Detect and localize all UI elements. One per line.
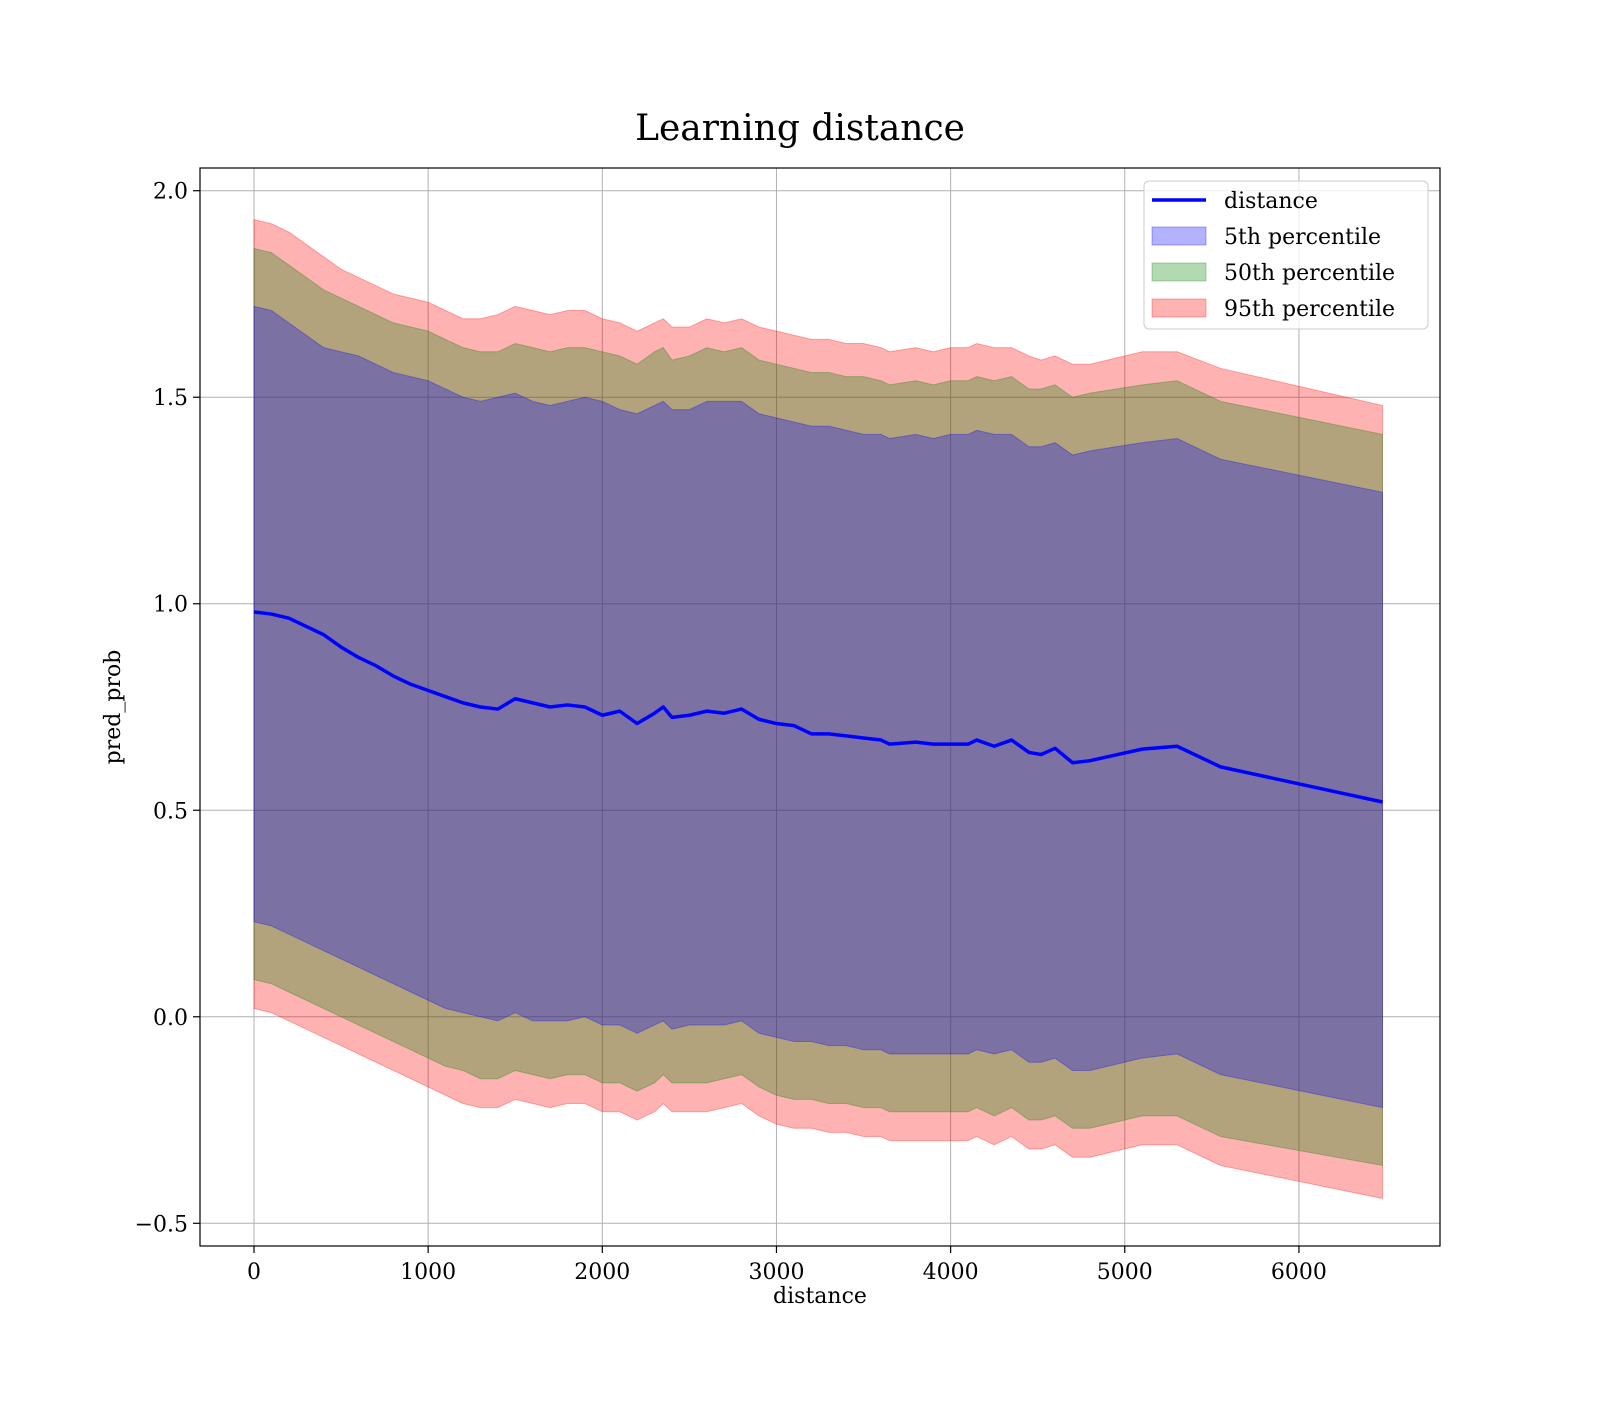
legend-label-5th-percentile: 5th percentile	[1224, 225, 1381, 250]
x-tick-label-5: 5000	[1097, 1260, 1153, 1285]
y-tick-label-0: −0.5	[135, 1212, 188, 1237]
legend-label-distance: distance	[1224, 189, 1318, 214]
band-95th-percentile	[253, 218, 1384, 1200]
x-tick-label-2: 2000	[574, 1260, 630, 1285]
legend-frame	[1143, 180, 1429, 330]
x-tick-label-6: 6000	[1271, 1260, 1327, 1285]
legend-swatch-95th-percentile	[1151, 298, 1207, 318]
plot-frame	[199, 167, 1441, 1247]
x-axis-label: distance	[773, 1284, 867, 1309]
y-axis-label: pred_prob	[101, 650, 126, 765]
legend-label-95th-percentile: 95th percentile	[1224, 297, 1395, 322]
legend-swatch-5th-percentile	[1151, 226, 1207, 246]
x-tick-label-3: 3000	[748, 1260, 804, 1285]
band-5th-percentile	[253, 305, 1384, 1109]
y-axis-ticks: −0.5 0.0 0.5 1.0 1.5 2.0	[135, 180, 200, 1237]
y-tick-label-3: 1.0	[153, 593, 188, 618]
percentile-bands	[253, 218, 1384, 1200]
series-line-distance	[253, 610, 1383, 804]
x-axis-ticks: 0 1000 2000 3000 4000 5000 6000	[247, 1246, 1327, 1285]
x-tick-label-1: 1000	[400, 1260, 456, 1285]
legend: distance 5th percentile 50th percentile …	[1143, 180, 1429, 330]
y-tick-label-5: 2.0	[153, 180, 188, 205]
band-50th-percentile	[253, 247, 1384, 1167]
distance-line-layer	[253, 610, 1383, 804]
chart-title: Learning distance	[635, 108, 965, 149]
y-tick-label-1: 0.0	[153, 1006, 188, 1031]
legend-swatch-50th-percentile	[1151, 262, 1207, 282]
x-tick-label-4: 4000	[923, 1260, 979, 1285]
y-tick-label-2: 0.5	[153, 799, 188, 824]
grid-lines	[200, 168, 1440, 1246]
y-tick-label-4: 1.5	[153, 386, 188, 411]
legend-label-50th-percentile: 50th percentile	[1224, 261, 1395, 286]
x-tick-label-0: 0	[247, 1260, 261, 1285]
